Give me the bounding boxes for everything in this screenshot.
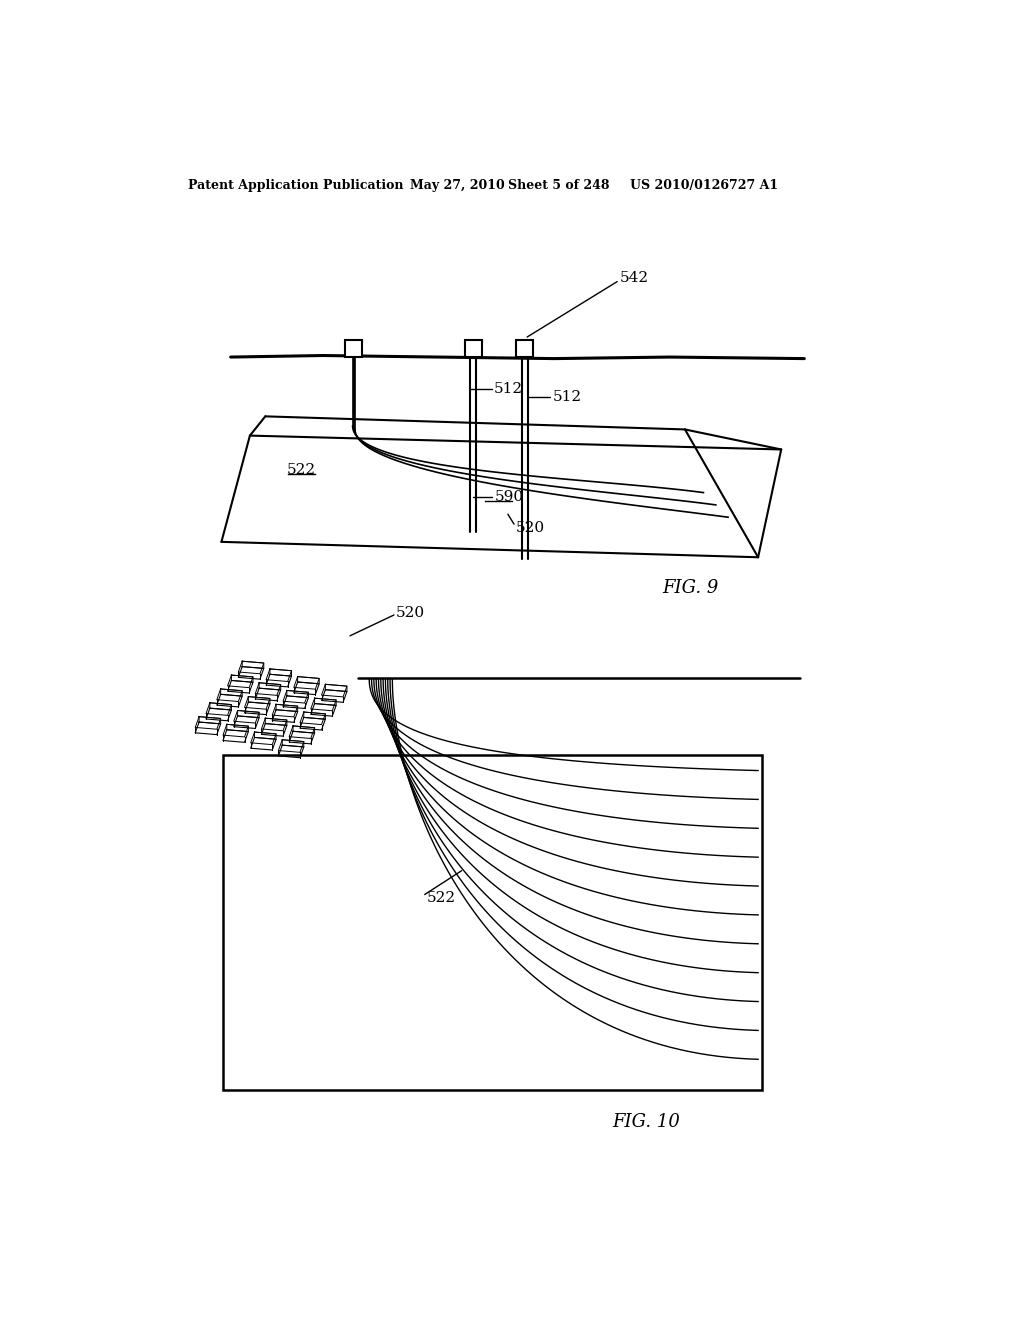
Text: 520: 520 — [396, 606, 425, 619]
Bar — [345, 341, 362, 358]
Bar — [516, 341, 534, 358]
Text: US 2010/0126727 A1: US 2010/0126727 A1 — [630, 180, 777, 193]
Text: Patent Application Publication: Patent Application Publication — [188, 180, 403, 193]
Text: 520: 520 — [515, 521, 545, 535]
Text: 512: 512 — [494, 383, 523, 396]
Text: Sheet 5 of 248: Sheet 5 of 248 — [508, 180, 609, 193]
Text: FIG. 9: FIG. 9 — [662, 579, 718, 597]
Text: 590: 590 — [495, 490, 524, 504]
Text: 512: 512 — [553, 391, 582, 404]
Text: 522: 522 — [287, 463, 316, 478]
Text: May 27, 2010: May 27, 2010 — [410, 180, 505, 193]
Bar — [223, 755, 762, 1090]
Text: FIG. 10: FIG. 10 — [611, 1114, 680, 1131]
Bar — [465, 341, 481, 358]
Text: 542: 542 — [620, 271, 648, 285]
Text: 522: 522 — [427, 891, 456, 904]
